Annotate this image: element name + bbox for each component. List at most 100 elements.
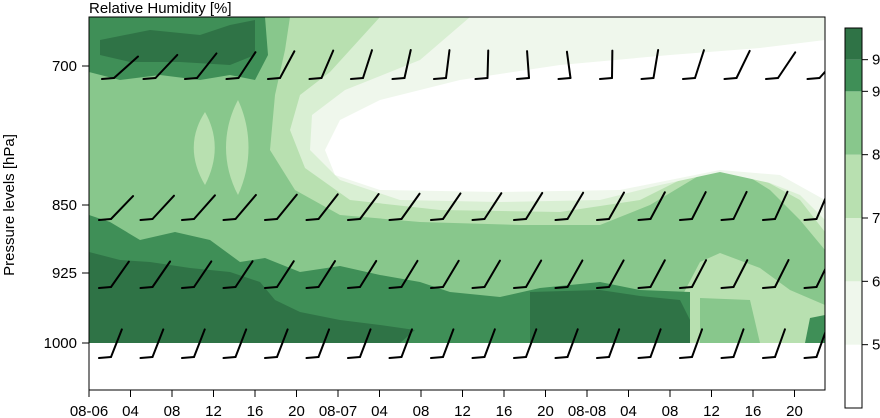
x-tick-label: 08 bbox=[413, 403, 430, 418]
wind-barb bbox=[471, 328, 496, 359]
x-tick-label: 20 bbox=[288, 403, 305, 418]
wind-barb bbox=[222, 328, 248, 359]
below-ground-area bbox=[89, 343, 825, 390]
wind-barb bbox=[430, 328, 455, 359]
plot-frame bbox=[88, 16, 826, 391]
x-tick-label: 12 bbox=[205, 403, 222, 418]
wind-barb bbox=[347, 328, 372, 359]
wind-barb bbox=[596, 191, 626, 221]
colorbar-tick-label: 90 bbox=[872, 83, 880, 100]
wind-barb bbox=[222, 260, 254, 289]
x-tick-label: 04 bbox=[371, 403, 388, 418]
contour-95-100-patch bbox=[530, 290, 690, 343]
rh-contour-field bbox=[89, 17, 825, 390]
wind-barb bbox=[513, 259, 543, 289]
x-tick-label: 12 bbox=[703, 403, 720, 418]
x-tick-label: 08-08 bbox=[568, 403, 606, 418]
x-tick-label: 08-06 bbox=[70, 403, 108, 418]
wind-barb bbox=[720, 190, 748, 221]
wind-barb bbox=[388, 328, 413, 359]
x-tick-label: 04 bbox=[620, 403, 637, 418]
y-tick-label: 700 bbox=[52, 58, 77, 75]
colorbar-segment bbox=[845, 281, 862, 345]
wind-barb bbox=[181, 328, 206, 359]
x-tick-label: 04 bbox=[122, 403, 139, 418]
colorbar-tick-label: 50 bbox=[872, 337, 880, 354]
wind-barb bbox=[471, 259, 501, 289]
wind-barb bbox=[305, 328, 331, 359]
wind-barb bbox=[637, 328, 662, 359]
x-tick-label: 20 bbox=[786, 403, 803, 418]
y-tick-label: 850 bbox=[52, 197, 77, 214]
wind-barb bbox=[679, 191, 707, 221]
y-axis: 700 850 925 1000 bbox=[44, 58, 89, 352]
wind-barb bbox=[139, 194, 176, 221]
wind-barb bbox=[347, 259, 378, 289]
y-tick-label: 925 bbox=[52, 265, 77, 282]
colorbar-segment bbox=[845, 59, 862, 92]
wind-barb bbox=[554, 328, 579, 359]
wind-barb bbox=[765, 51, 797, 80]
x-tick-label: 16 bbox=[745, 403, 762, 418]
wind-barb bbox=[305, 193, 339, 221]
colorbar-tick-label: 95 bbox=[872, 52, 880, 69]
wind-barb bbox=[139, 260, 172, 289]
wind-barb bbox=[347, 193, 380, 221]
colorbar-tick-label: 80 bbox=[872, 147, 880, 164]
wind-barb bbox=[679, 259, 708, 289]
wind-barb bbox=[720, 259, 749, 289]
contour-80-90-patch bbox=[700, 298, 760, 343]
contour-80-90-lens-2 bbox=[226, 100, 249, 195]
wind-barb bbox=[762, 190, 789, 221]
colorbar: 50 60 70 80 90 95 bbox=[844, 27, 880, 409]
wind-barb bbox=[98, 195, 135, 221]
x-tick-label: 08 bbox=[164, 403, 181, 418]
contour-80-90-lens-1 bbox=[193, 112, 215, 185]
wind-barb bbox=[305, 260, 337, 289]
wind-barb bbox=[101, 55, 139, 80]
wind-barb bbox=[264, 193, 298, 221]
colorbar-tick-label: 60 bbox=[872, 273, 880, 290]
chart-title: Relative Humidity [%] bbox=[89, 0, 232, 17]
x-tick-label: 20 bbox=[537, 403, 554, 418]
wind-barb bbox=[430, 192, 462, 221]
wind-barb bbox=[388, 259, 419, 289]
wind-barb bbox=[184, 52, 218, 80]
wind-barb bbox=[803, 267, 825, 289]
wind-barbs bbox=[98, 49, 825, 359]
wind-barb bbox=[682, 49, 705, 80]
wind-barb bbox=[430, 259, 460, 289]
contour-95-100-lower bbox=[89, 252, 415, 343]
wind-barb bbox=[762, 259, 790, 289]
wind-barb bbox=[762, 328, 786, 359]
wind-barb bbox=[554, 191, 585, 221]
y-axis-label: Pressure levels [hPa] bbox=[1, 134, 18, 276]
wind-barb bbox=[723, 49, 751, 80]
wind-barb bbox=[806, 70, 825, 80]
wind-barb bbox=[264, 328, 289, 359]
x-tick-label: 12 bbox=[454, 403, 471, 418]
colorbar-segment bbox=[845, 344, 862, 408]
wind-barb bbox=[308, 49, 335, 80]
wind-barb bbox=[98, 260, 130, 289]
wind-barb bbox=[513, 191, 544, 221]
wind-barb bbox=[350, 49, 373, 80]
wind-barb bbox=[264, 260, 295, 289]
wind-barb bbox=[142, 53, 179, 80]
x-tick-label: 08 bbox=[662, 403, 679, 418]
wind-barb bbox=[596, 328, 621, 359]
contour-below-50 bbox=[325, 40, 825, 200]
colorbar-segment bbox=[845, 91, 862, 155]
wind-barb bbox=[433, 49, 451, 80]
wind-barb bbox=[181, 260, 213, 289]
wind-barb bbox=[720, 328, 745, 359]
contour-90-95-edge bbox=[805, 315, 825, 343]
wind-barb bbox=[554, 259, 584, 289]
wind-barb bbox=[474, 49, 490, 80]
wind-barb bbox=[803, 196, 825, 221]
wind-barb bbox=[267, 50, 296, 80]
wind-barb bbox=[637, 191, 666, 221]
colorbar-tick-label: 70 bbox=[872, 210, 880, 227]
wind-barb bbox=[596, 259, 625, 289]
